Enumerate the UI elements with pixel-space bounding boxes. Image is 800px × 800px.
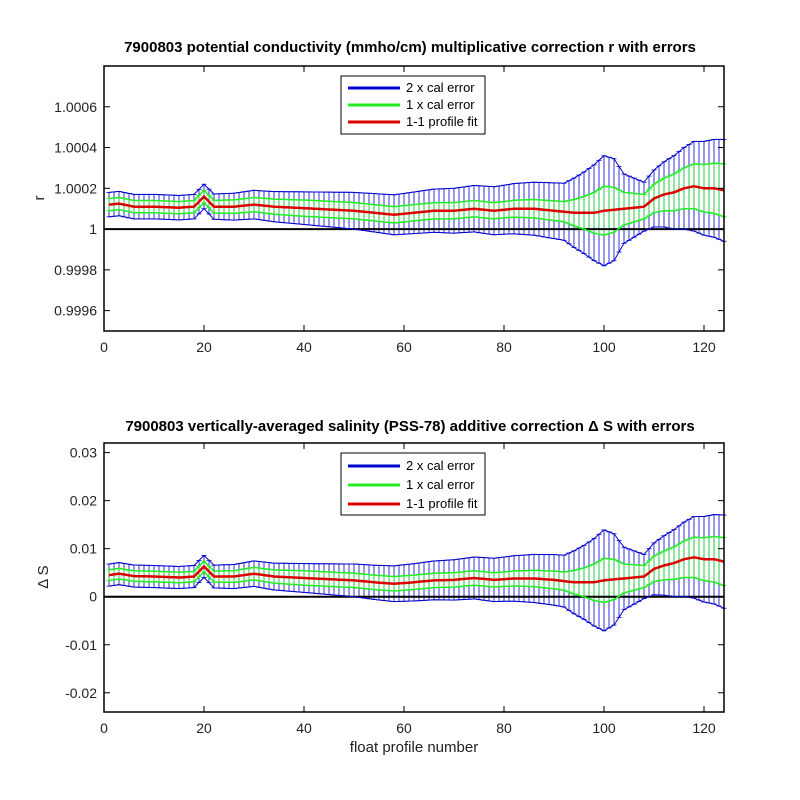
- y-tick-label: -0.01: [65, 637, 97, 653]
- x-tick-label: 0: [100, 339, 108, 355]
- x-tick-label: 80: [496, 720, 512, 736]
- panel2-x-ticks: 0 20 40 60 80 100 120: [100, 443, 716, 736]
- x-tick-label: 120: [692, 339, 716, 355]
- x-tick-label: 80: [496, 339, 512, 355]
- panel2-y-label: Δ S: [35, 565, 52, 588]
- panel1-legend-fit-label: 1-1 profile fit: [406, 114, 478, 129]
- panel2-legend-2x-label: 2 x cal error: [406, 458, 475, 473]
- panel-salinity: 7900803 vertically-averaged salinity (PS…: [35, 418, 727, 756]
- panel2-y-ticks: -0.02 -0.01 0 0.01 0.02 0.03: [65, 445, 724, 701]
- x-tick-label: 40: [296, 339, 312, 355]
- panel1-axes-frame: [103, 65, 725, 332]
- y-tick-label: 0.02: [70, 493, 97, 509]
- panel2-legend-fit-label: 1-1 profile fit: [406, 496, 478, 511]
- x-tick-label: 120: [692, 720, 716, 736]
- x-tick-label: 40: [296, 720, 312, 736]
- y-tick-label: 1.0004: [54, 140, 97, 156]
- lower-1x-error-line: [108, 201, 725, 236]
- panel1-legend: 2 x cal error 1 x cal error 1-1 profile …: [340, 75, 486, 135]
- y-tick-label: 0.9998: [54, 262, 97, 278]
- x-tick-label: 20: [196, 720, 212, 736]
- y-tick-label: 1: [89, 221, 97, 237]
- upper-1x-error-line: [108, 162, 725, 208]
- y-tick-label: 0.9996: [54, 303, 97, 319]
- profile-fit-line: [108, 556, 725, 585]
- x-tick-label: 20: [196, 339, 212, 355]
- x-tick-label: 0: [100, 720, 108, 736]
- profile-fit-line: [108, 185, 725, 217]
- panel2-x-label: float profile number: [350, 739, 478, 756]
- lower-2x-error-line: [108, 207, 725, 267]
- y-tick-label: 1.0006: [54, 99, 97, 115]
- panel1-x-ticks: 0 20 40 60 80 100 120: [100, 66, 716, 355]
- upper-2x-error-line: [108, 514, 725, 568]
- lower-2x-error-line: [108, 576, 725, 632]
- panel1-lines: [104, 138, 725, 267]
- panel2-legend: 2 x cal error 1 x cal error 1-1 profile …: [340, 452, 486, 516]
- panel2-title: 7900803 vertically-averaged salinity (PS…: [125, 418, 694, 435]
- x-tick-label: 100: [592, 720, 616, 736]
- y-tick-label: -0.02: [65, 685, 97, 701]
- upper-2x-error-line: [108, 138, 724, 196]
- panel2-axes-frame: [103, 442, 725, 713]
- lower-1x-error-line: [108, 570, 725, 604]
- panel2-lines: [104, 514, 725, 632]
- y-tick-label: 1.0002: [54, 180, 97, 196]
- panel-conductivity: 7900803 potential conductivity (mmho/cm)…: [31, 39, 727, 355]
- y-tick-label: 0.01: [70, 541, 97, 557]
- y-tick-label: 0.03: [70, 445, 97, 461]
- panel1-y-ticks: 0.9996 0.9998 1 1.0002 1.0004 1.0006: [54, 99, 724, 319]
- x-tick-label: 60: [396, 720, 412, 736]
- panel2-legend-1x-label: 1 x cal error: [406, 477, 475, 492]
- x-tick-label: 100: [592, 339, 616, 355]
- panel1-title: 7900803 potential conductivity (mmho/cm)…: [124, 39, 696, 56]
- y-tick-label: 0: [89, 589, 97, 605]
- x-tick-label: 60: [396, 339, 412, 355]
- panel1-legend-2x-label: 2 x cal error: [406, 80, 475, 95]
- panel1-legend-1x-label: 1 x cal error: [406, 97, 475, 112]
- panel1-y-label: r: [31, 196, 48, 201]
- upper-1x-error-line: [108, 535, 725, 578]
